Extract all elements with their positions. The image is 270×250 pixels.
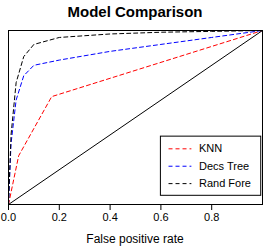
svg-text:KNN: KNN: [199, 142, 222, 154]
html-text:False positive rate: False positive rate: [86, 232, 184, 246]
svg-text:0.8: 0.8: [204, 211, 219, 223]
svg-text:0.0: 0.0: [1, 211, 16, 223]
svg-text:0.2: 0.2: [52, 211, 67, 223]
html-text:Model Comparison: Model Comparison: [67, 3, 203, 20]
svg-text:Rand Fore: Rand Fore: [199, 177, 251, 189]
svg-text:Decs Tree: Decs Tree: [199, 160, 249, 172]
svg-text:0.6: 0.6: [153, 211, 168, 223]
svg-text:0.4: 0.4: [102, 211, 117, 223]
